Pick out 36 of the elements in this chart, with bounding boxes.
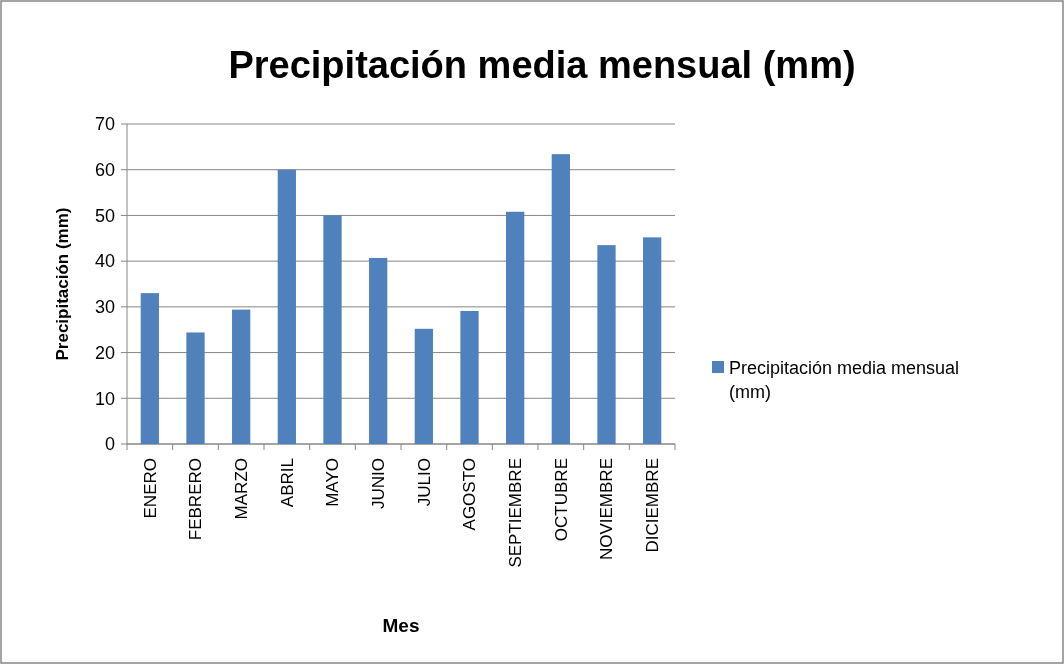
bar xyxy=(140,293,159,444)
y-tick-label: 20 xyxy=(94,342,115,363)
bar xyxy=(186,332,205,444)
bar xyxy=(460,310,479,444)
bar xyxy=(643,237,662,444)
y-tick-label: 30 xyxy=(94,297,115,318)
bar xyxy=(232,309,251,444)
y-tick-label: 0 xyxy=(104,434,115,455)
bar xyxy=(506,211,525,444)
bar xyxy=(369,257,388,444)
x-tick-label: DICIEMBRE xyxy=(643,458,663,553)
x-tick-label: JUNIO xyxy=(369,458,389,509)
y-axis-title: Precipitación (mm) xyxy=(53,207,72,361)
bar xyxy=(414,328,433,444)
x-tick-label: JULIO xyxy=(414,458,434,507)
bar xyxy=(597,245,616,444)
x-tick-label: ENERO xyxy=(140,458,160,519)
x-tick-label: SEPTIEMBRE xyxy=(506,458,526,568)
x-tick-label: MAYO xyxy=(323,458,343,507)
y-tick-label: 10 xyxy=(94,388,115,409)
bar xyxy=(277,169,296,444)
y-tick-label: 70 xyxy=(94,114,115,135)
x-tick-label: AGOSTO xyxy=(460,458,480,531)
x-tick-label: MARZO xyxy=(232,458,252,520)
bar xyxy=(323,215,342,444)
x-axis-title: Mes xyxy=(382,615,420,636)
x-tick-label: ABRIL xyxy=(277,458,297,508)
y-tick-label: 60 xyxy=(94,160,115,181)
x-tick-label: FEBRERO xyxy=(186,458,206,541)
chart-title: Precipitación media mensual (mm) xyxy=(228,44,856,86)
x-tick-label: NOVIEMBRE xyxy=(597,458,617,561)
legend-label: Precipitación media mensual (mm) xyxy=(729,358,960,402)
y-tick-label: 50 xyxy=(94,205,115,226)
x-tick-label: OCTUBRE xyxy=(551,458,571,542)
bar xyxy=(551,154,570,444)
y-tick-label: 40 xyxy=(94,251,115,272)
